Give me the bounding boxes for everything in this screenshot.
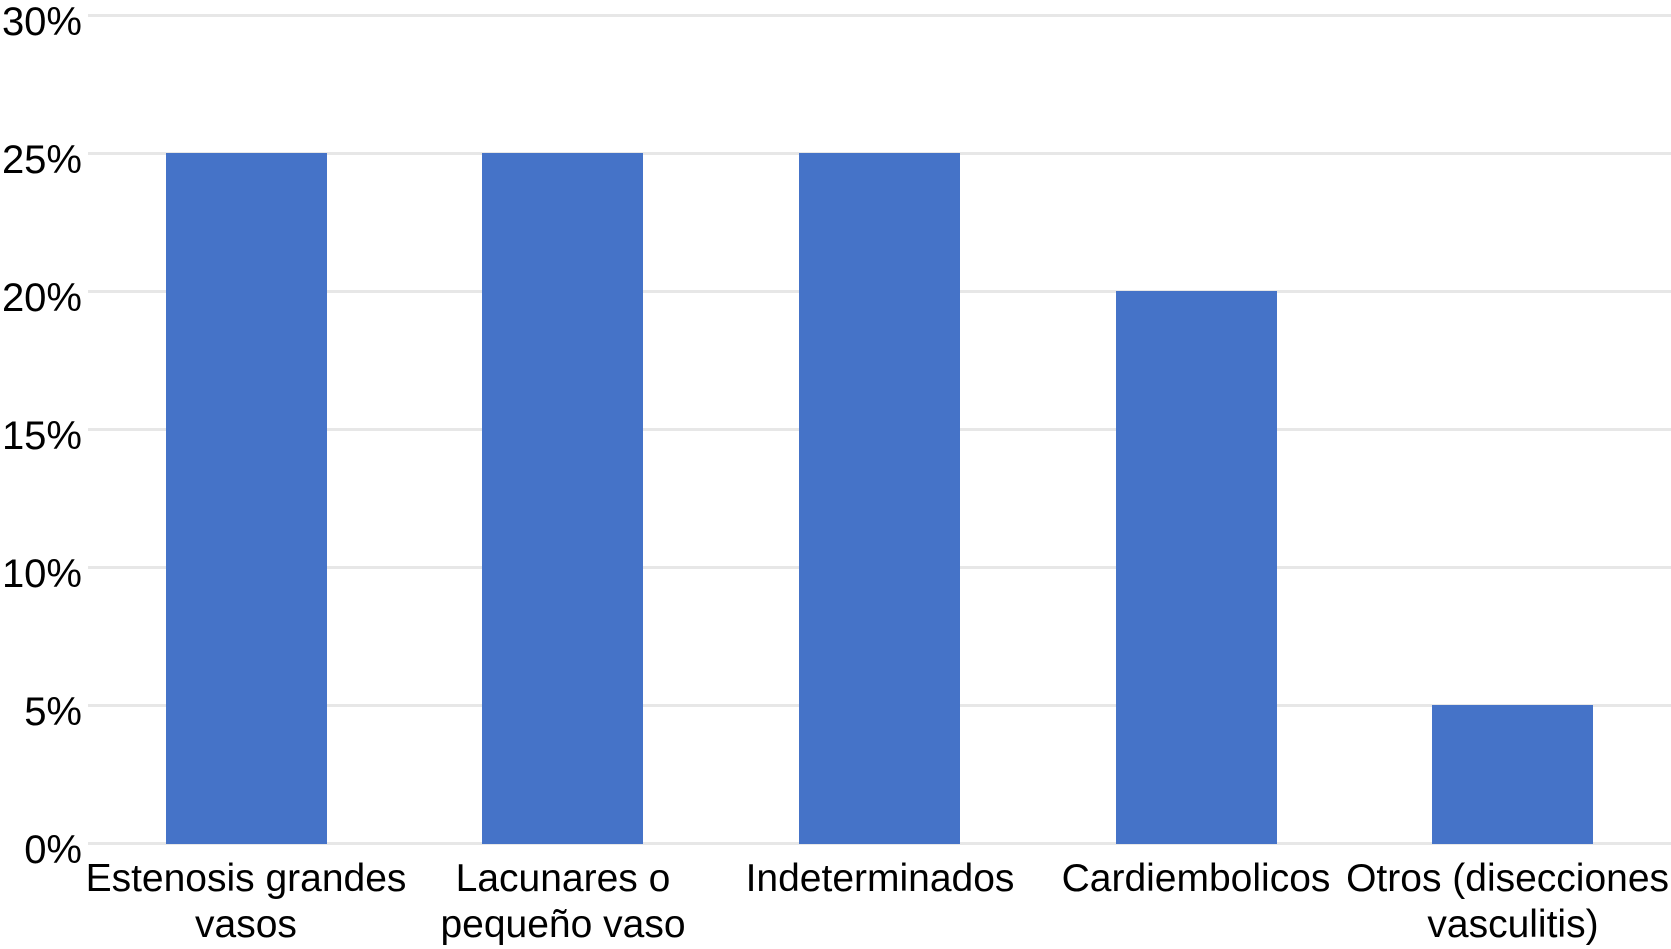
- bar: [482, 153, 643, 844]
- x-axis-label: Cardiembolicos: [1061, 857, 1331, 900]
- y-tick-label: 25%: [1, 138, 82, 182]
- y-tick-label: 0%: [24, 828, 82, 872]
- y-tick-label: 5%: [24, 690, 82, 734]
- bar: [1432, 705, 1593, 844]
- bar: [799, 153, 960, 844]
- x-axis-label: Indeterminados: [745, 857, 1015, 900]
- x-axis-label: Lacunares o pequeño vaso: [440, 857, 686, 946]
- y-tick-label: 15%: [1, 414, 82, 458]
- x-axis-label: Estenosis grandes vasos: [85, 857, 407, 946]
- y-tick-label: 30%: [1, 0, 82, 44]
- y-tick-label: 10%: [1, 552, 82, 596]
- bar: [166, 153, 327, 844]
- y-tick-label: 20%: [1, 276, 82, 320]
- x-axis-label: Otros (disecciones, vasculitis): [1346, 857, 1671, 946]
- bar: [1116, 291, 1277, 844]
- gridline: [88, 14, 1671, 17]
